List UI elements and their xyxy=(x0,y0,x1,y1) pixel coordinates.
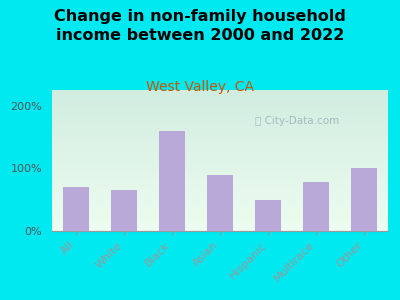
Bar xyxy=(111,190,137,231)
Text: ⓘ City-Data.com: ⓘ City-Data.com xyxy=(255,116,340,126)
Bar xyxy=(351,168,377,231)
Bar xyxy=(255,200,281,231)
Bar xyxy=(63,187,89,231)
Bar xyxy=(303,182,329,231)
Text: West Valley, CA: West Valley, CA xyxy=(146,80,254,94)
Bar xyxy=(159,131,185,231)
Bar xyxy=(207,175,233,231)
Text: Change in non-family household
income between 2000 and 2022: Change in non-family household income be… xyxy=(54,9,346,43)
